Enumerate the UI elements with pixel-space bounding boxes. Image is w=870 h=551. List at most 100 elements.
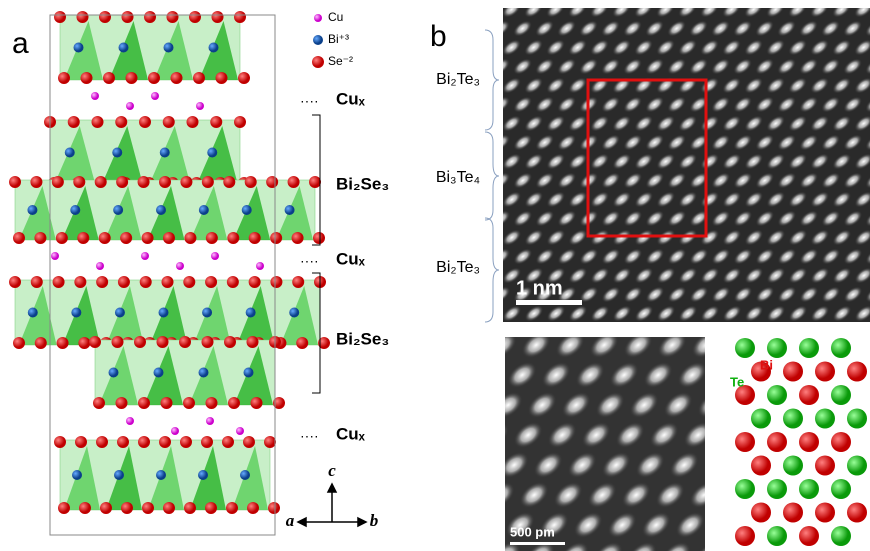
se-atom: [99, 11, 111, 23]
se-atom: [266, 176, 278, 188]
bi-atom: [815, 456, 835, 476]
se-atom: [9, 176, 21, 188]
se-atom: [227, 276, 239, 288]
te-atom: [735, 479, 755, 499]
brace: [485, 30, 499, 130]
se-atom: [270, 232, 282, 244]
bi-atom: [767, 432, 787, 452]
bi-atom: [815, 362, 835, 382]
axis-label: c: [328, 461, 336, 480]
se-atom: [238, 72, 250, 84]
bi-atom: [159, 308, 169, 318]
se-atom: [212, 11, 224, 23]
axis-label: a: [286, 511, 295, 530]
bi-atom: [156, 470, 166, 480]
scale-bar-label: 500 pm: [510, 524, 555, 539]
se-atom: [115, 116, 127, 128]
te-atom: [831, 338, 851, 358]
se-atom: [309, 176, 321, 188]
se-atom: [184, 502, 196, 514]
se-atom: [202, 176, 214, 188]
se-atom: [139, 116, 151, 128]
dots: ····: [300, 428, 319, 444]
bi-atom: [815, 503, 835, 523]
se-atom: [171, 72, 183, 84]
arrowhead: [298, 518, 306, 526]
se-atom: [31, 276, 43, 288]
model-label: Bi: [760, 357, 773, 372]
axis-label: b: [370, 511, 379, 530]
bi-atom: [119, 43, 129, 53]
te-atom: [799, 338, 819, 358]
scale-bar-label: 1 nm: [516, 277, 563, 299]
se-atom: [34, 232, 46, 244]
se-atom: [157, 336, 169, 348]
brace: [485, 132, 499, 220]
se-atom: [247, 502, 259, 514]
se-atom: [77, 232, 89, 244]
se-atom: [9, 276, 21, 288]
se-atom: [53, 276, 65, 288]
legend-marker: [313, 35, 323, 45]
cu-atom: [51, 252, 59, 260]
legend-label: Bi⁺³: [328, 32, 349, 46]
se-atom: [251, 397, 263, 409]
te-atom: [831, 526, 851, 546]
se-atom: [148, 72, 160, 84]
se-atom: [245, 176, 257, 188]
bi-atom: [28, 308, 38, 318]
se-atom: [163, 502, 175, 514]
bi-atom: [114, 470, 124, 480]
se-atom: [228, 397, 240, 409]
bi-atom: [198, 470, 208, 480]
atomic-model: [735, 337, 870, 551]
se-atom: [313, 232, 325, 244]
se-atom: [96, 276, 108, 288]
se-atom: [234, 116, 246, 128]
bi-atom: [199, 205, 209, 215]
cu-atom: [91, 92, 99, 100]
se-atom: [163, 116, 175, 128]
scale-bar: [510, 542, 565, 545]
cu-atom: [151, 92, 159, 100]
cu-atom: [141, 252, 149, 260]
se-atom: [216, 72, 228, 84]
se-atom: [120, 232, 132, 244]
se-atom: [116, 176, 128, 188]
se-atom: [96, 436, 108, 448]
layer-braces: [485, 30, 499, 322]
se-atom: [189, 11, 201, 23]
dots: ····: [300, 93, 319, 109]
se-atom: [206, 232, 218, 244]
bi-atom: [65, 148, 75, 158]
se-atom: [193, 72, 205, 84]
se-atom: [268, 502, 280, 514]
se-atom: [117, 436, 129, 448]
se-atom: [167, 11, 179, 23]
se-atom: [227, 232, 239, 244]
se-atom: [112, 336, 124, 348]
se-atom: [180, 436, 192, 448]
se-atom: [288, 176, 300, 188]
se-atom: [93, 397, 105, 409]
bi-atom: [847, 503, 867, 523]
layer-label: Cuₓ: [336, 424, 366, 443]
layer-label: Bi₃Te₄: [436, 169, 480, 186]
se-atom: [73, 176, 85, 188]
bi-atom: [831, 432, 851, 452]
se-atom: [81, 72, 93, 84]
se-atom: [183, 276, 195, 288]
cu-atom: [126, 417, 134, 425]
layer-label: Bi₂Se₃: [336, 329, 389, 348]
se-atom: [296, 337, 308, 349]
bi-atom: [109, 368, 119, 378]
cu-atom: [236, 427, 244, 435]
arrowhead: [328, 484, 336, 492]
se-atom: [54, 11, 66, 23]
se-atom: [58, 72, 70, 84]
se-atom: [122, 11, 134, 23]
se-atom: [184, 232, 196, 244]
se-atom: [99, 232, 111, 244]
se-atom: [292, 232, 304, 244]
se-atom: [226, 502, 238, 514]
